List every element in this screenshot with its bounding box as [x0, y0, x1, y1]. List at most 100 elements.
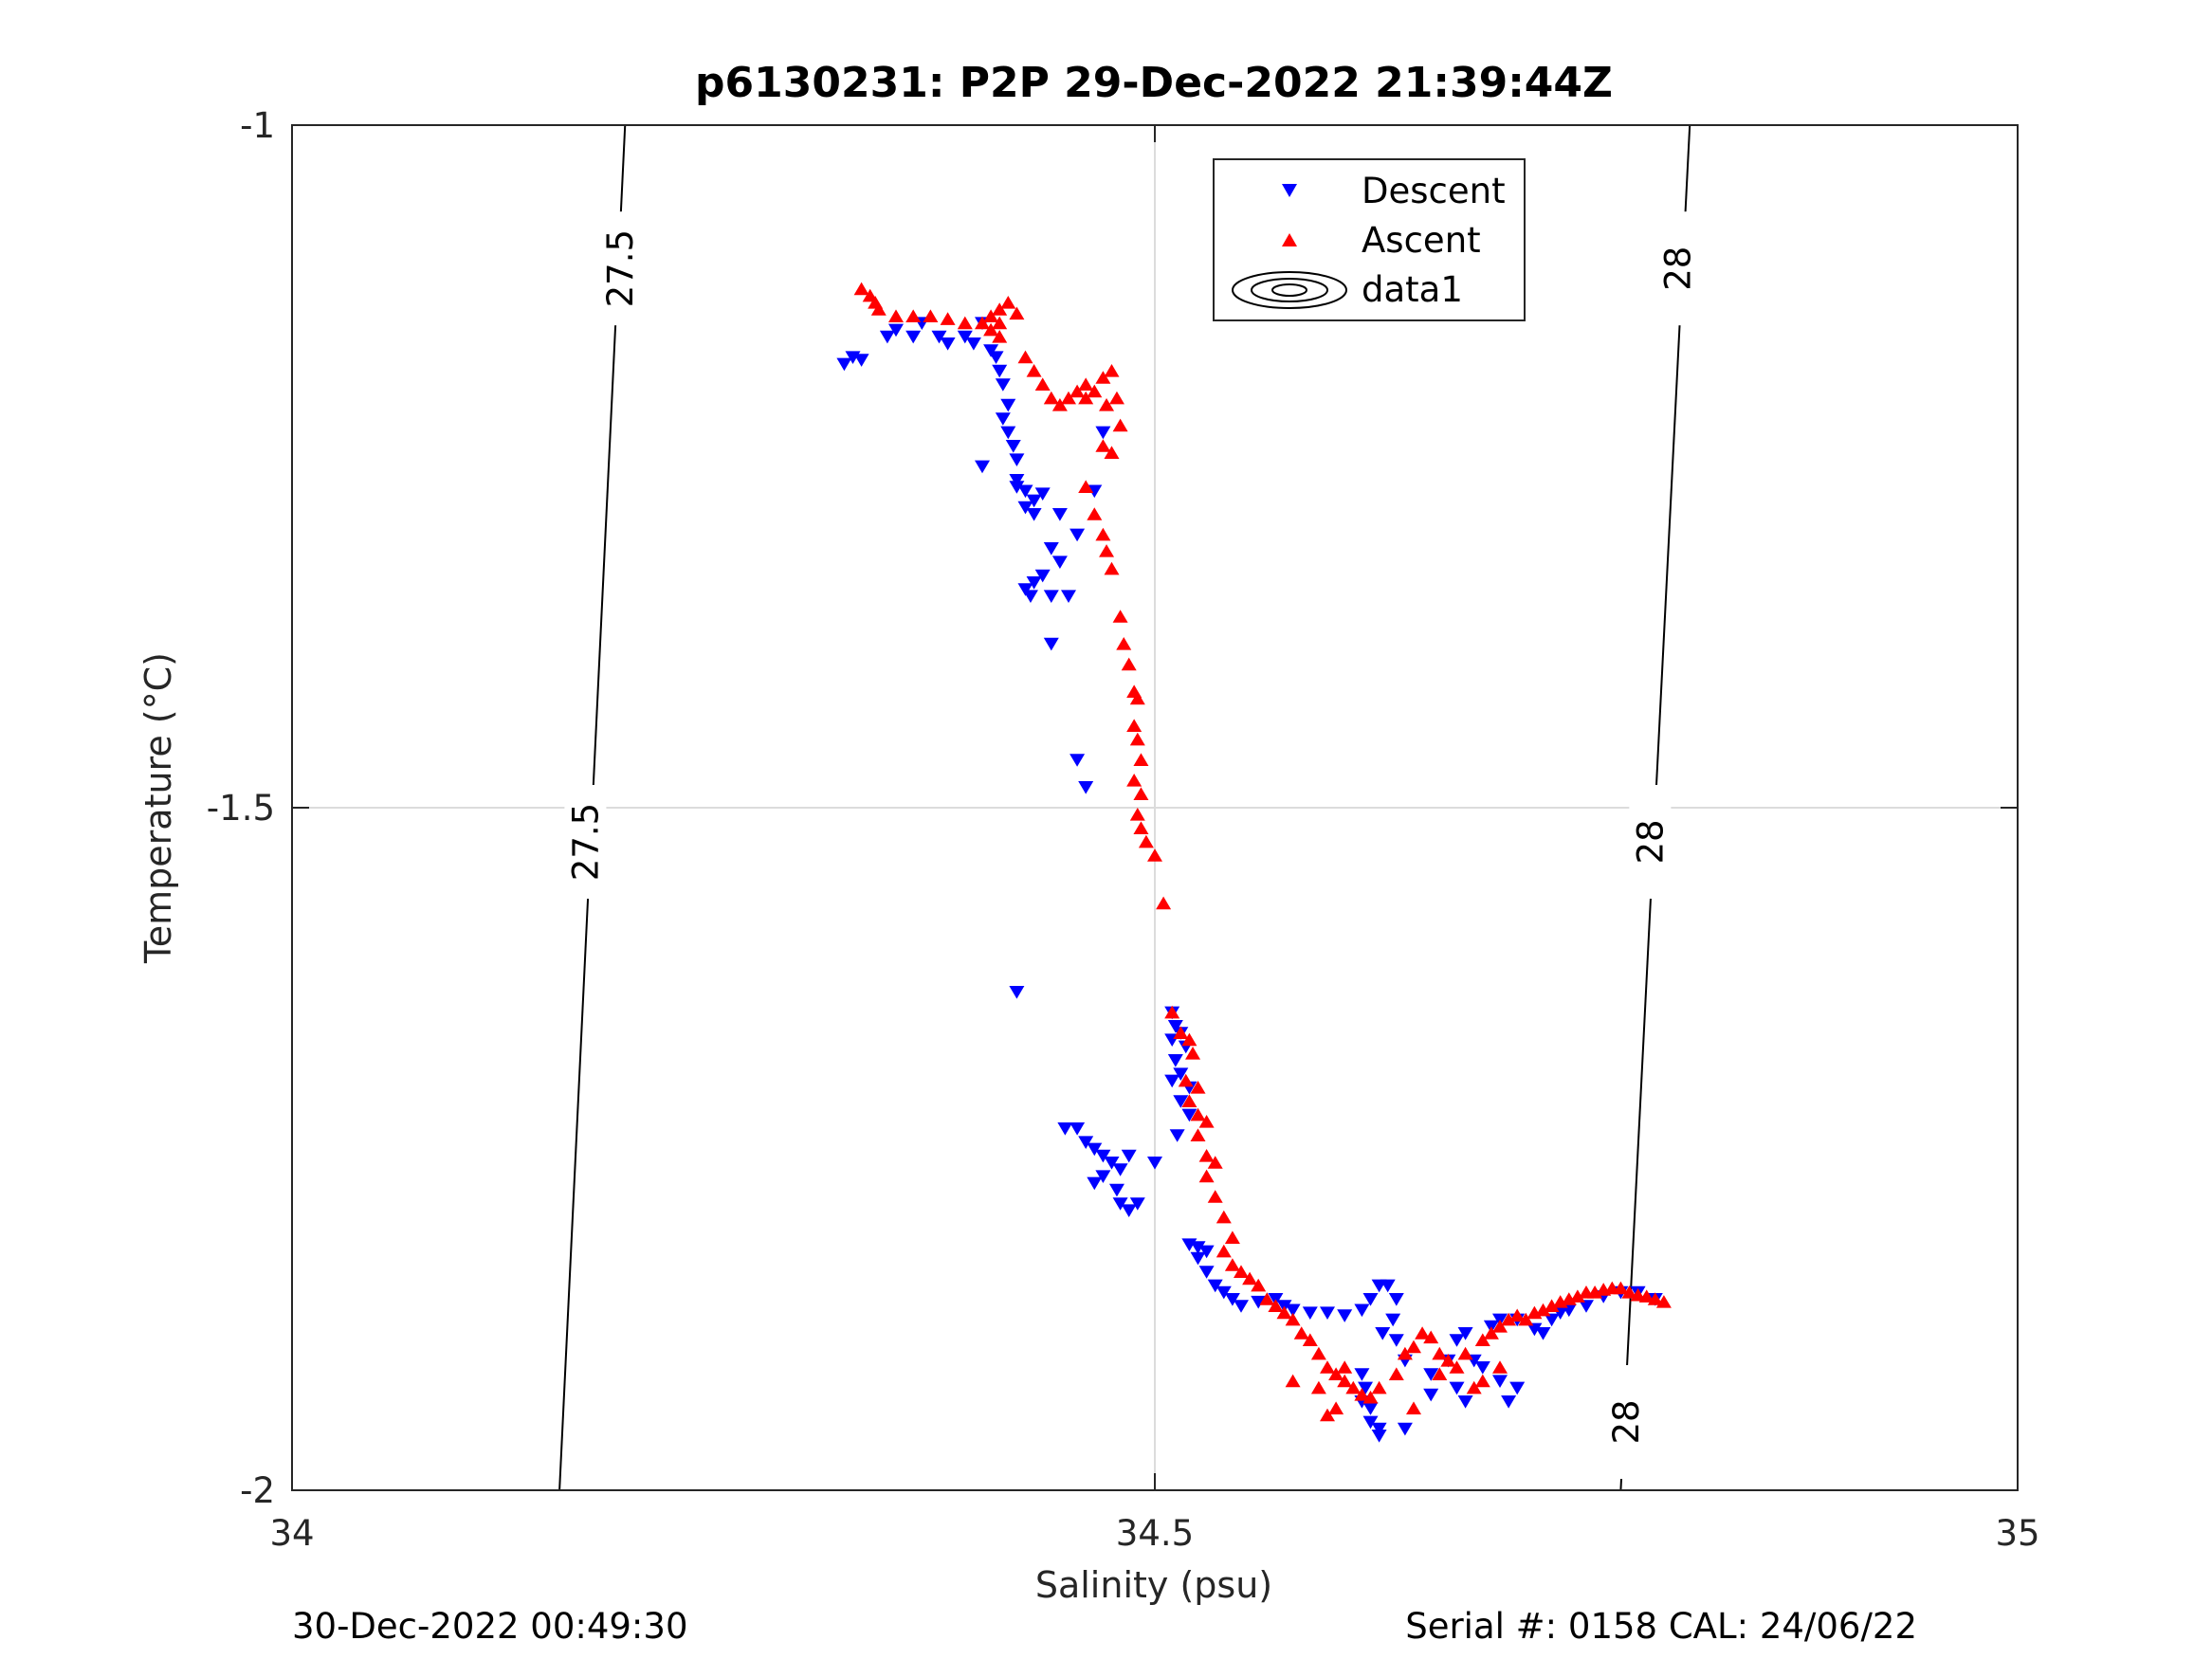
legend-entry-descent: Descent: [1282, 171, 1506, 211]
ascent-marker: [1017, 350, 1033, 364]
ascent-marker: [1078, 480, 1094, 493]
ascent-marker: [1216, 1244, 1232, 1258]
y-tick-label: -1: [240, 105, 275, 146]
ascent-marker: [1104, 561, 1120, 575]
ascent-marker: [1216, 1210, 1232, 1224]
ascent-marker: [1492, 1360, 1508, 1374]
ascent-marker: [1138, 834, 1154, 848]
ascent-marker: [1569, 1289, 1585, 1303]
descent-marker: [1000, 426, 1016, 440]
descent-marker: [1167, 1054, 1183, 1067]
descent-marker: [1017, 501, 1033, 515]
ascent-marker: [1544, 1299, 1560, 1312]
ascent-marker: [1061, 391, 1076, 405]
ascent-marker: [1198, 1169, 1215, 1183]
ascent-marker: [1474, 1333, 1490, 1346]
ascent-marker: [1440, 1354, 1456, 1367]
contour-label-background: [1656, 211, 1699, 326]
x-tick-label: 34.5: [1116, 1513, 1194, 1554]
descent-marker: [995, 378, 1011, 392]
ascent-marker: [1397, 1346, 1413, 1360]
ascent-marker: [1181, 1094, 1197, 1107]
ascent-marker: [1034, 377, 1051, 391]
descent-marker: [1320, 1306, 1335, 1320]
ascent-marker: [1302, 1333, 1318, 1346]
ascent-marker: [1242, 1271, 1258, 1285]
ascent-marker: [992, 316, 1008, 330]
descent-marker: [992, 364, 1008, 378]
descent-marker: [1457, 1327, 1473, 1340]
ascent-marker: [1108, 391, 1124, 405]
ascent-marker: [1099, 398, 1115, 411]
descent-marker: [905, 330, 922, 344]
descent-marker: [1069, 754, 1086, 767]
descent-marker: [1457, 1395, 1473, 1409]
descent-marker: [1579, 1300, 1594, 1313]
ascent-marker: [1501, 1312, 1517, 1326]
y-tick-label: -1.5: [207, 788, 275, 829]
ascent-marker: [1185, 1047, 1201, 1060]
descent-marker: [1147, 1157, 1162, 1170]
ascent-marker: [940, 312, 956, 325]
descent-marker: [1375, 1327, 1391, 1340]
descent-marker: [1005, 440, 1021, 453]
descent-marker: [888, 323, 904, 337]
descent-marker: [1078, 1136, 1094, 1149]
ascent-marker: [1156, 896, 1172, 910]
descent-marker: [1009, 481, 1025, 494]
descent-marker: [1285, 1304, 1301, 1318]
legend-box: [1213, 158, 1526, 321]
ascent-marker: [905, 309, 922, 322]
ascent-marker: [1198, 1115, 1215, 1128]
contour-label: 28: [1630, 819, 1671, 864]
legend-entry-ascent: Ascent: [1282, 220, 1481, 261]
descent-marker: [1043, 590, 1059, 603]
contour-label-background: [598, 211, 641, 326]
ascent-marker: [1133, 753, 1149, 766]
ascent-marker: [983, 309, 999, 322]
density-contours: 27.5 27.5 28 28 28: [558, 124, 1699, 1491]
ascent-marker: [1095, 371, 1111, 384]
chart-title: p6130231: P2P 29-Dec-2022 21:39:44Z: [695, 59, 1613, 107]
descent-marker: [1057, 1122, 1073, 1136]
ascent-marker: [1112, 418, 1128, 432]
ascent-marker: [1133, 821, 1149, 834]
descent-marker: [1198, 1266, 1215, 1279]
ascent-marker: [1388, 1367, 1404, 1380]
descent-marker: [1069, 1122, 1086, 1136]
descent-marker: [1509, 1381, 1526, 1395]
ascent-marker: [853, 282, 869, 296]
descent-marker: [1087, 1176, 1103, 1191]
ascent-marker: [1087, 507, 1103, 520]
descent-marker: [1078, 781, 1094, 794]
x-tick-label: 34: [269, 1513, 314, 1554]
ascent-marker: [1126, 719, 1143, 732]
ascent-marker: [1095, 439, 1111, 452]
ascent-marker: [1051, 398, 1068, 411]
ascent-marker: [992, 330, 1008, 343]
descent-marker: [1474, 1361, 1490, 1375]
ascent-marker: [1285, 1312, 1301, 1326]
ascent-marker: [1406, 1401, 1421, 1414]
ascent-marker: [1337, 1374, 1353, 1388]
ascent-marker: [1647, 1292, 1663, 1305]
descent-marker: [1026, 576, 1042, 590]
ascent-marker: [1354, 1388, 1370, 1401]
descent-marker: [1380, 1279, 1396, 1293]
descent-marker: [853, 354, 869, 367]
legend-data1-label: data1: [1362, 269, 1463, 310]
ascent-marker: [1310, 1346, 1326, 1360]
ascent-marker: [1432, 1367, 1448, 1380]
descent-marker: [1121, 1149, 1137, 1163]
descent-marker: [1026, 494, 1042, 508]
descent-marker: [1388, 1334, 1404, 1347]
contour-label-background: [1629, 785, 1672, 899]
ascent-marker: [957, 316, 973, 330]
descent-marker: [1234, 1300, 1249, 1313]
contour-label: 27.5: [600, 229, 641, 307]
ascent-marker: [1423, 1330, 1439, 1344]
descent-marker: [1164, 1074, 1180, 1088]
ascent-marker: [1457, 1346, 1473, 1360]
ascent-marker: [1259, 1292, 1275, 1305]
descent-marker: [1207, 1279, 1223, 1293]
